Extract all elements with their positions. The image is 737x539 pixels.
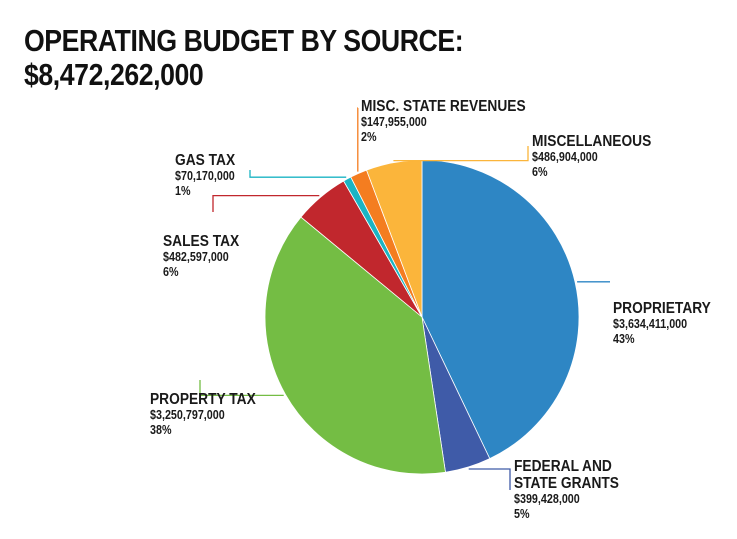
leader-line-sales — [212, 194, 320, 212]
chart-title-line1: OPERATING BUDGET BY SOURCE: — [24, 23, 464, 58]
label-amount: $486,904,000 — [532, 150, 598, 164]
chart-title: OPERATING BUDGET BY SOURCE: $8,472,262,0… — [24, 23, 464, 92]
chart-total: $8,472,262,000 — [24, 57, 204, 92]
leader-line-property — [199, 380, 284, 397]
slice-label-federal: FEDERAL AND STATE GRANTS $399,428,000 5% — [514, 458, 619, 522]
label-name-line2: STATE GRANTS — [514, 475, 619, 492]
slice-label-miscellaneous: MISCELLANEOUS $486,904,000 6% — [532, 133, 651, 180]
label-name: PROPRIETARY — [613, 300, 711, 317]
pie-slice-proprietary — [421, 159, 580, 460]
label-name: MISCELLANEOUS — [532, 133, 652, 150]
label-amount: $3,634,411,000 — [613, 317, 688, 331]
leader-line-misc — [393, 146, 529, 162]
label-percent: 1% — [175, 184, 191, 198]
label-name: GAS TAX — [175, 152, 236, 169]
label-name: FEDERAL AND — [514, 458, 612, 475]
slice-label-sales-tax: SALES TAX $482,597,000 6% — [163, 233, 239, 280]
label-amount: $70,170,000 — [175, 169, 235, 183]
label-percent: 6% — [532, 165, 548, 179]
label-amount: $399,428,000 — [514, 492, 580, 506]
slice-label-misc-state-revenues: MISC. STATE REVENUES $147,955,000 2% — [361, 98, 526, 145]
label-name: MISC. STATE REVENUES — [361, 98, 526, 115]
label-percent: 2% — [361, 130, 377, 144]
label-name: SALES TAX — [163, 233, 240, 250]
leader-line-federal — [468, 468, 511, 490]
label-percent: 6% — [163, 265, 179, 279]
slice-label-gas-tax: GAS TAX $70,170,000 1% — [175, 152, 235, 199]
label-percent: 5% — [514, 507, 530, 521]
leader-line-gas — [249, 170, 347, 178]
pie-slice-property — [264, 216, 446, 475]
slice-label-proprietary: PROPRIETARY $3,634,411,000 43% — [613, 300, 711, 347]
label-percent: 43% — [613, 332, 635, 346]
label-amount: $482,597,000 — [163, 250, 229, 264]
label-percent: 38% — [150, 423, 172, 437]
label-name: PROPERTY TAX — [150, 391, 256, 408]
label-amount: $147,955,000 — [361, 115, 427, 129]
slice-label-property-tax: PROPERTY TAX $3,250,797,000 38% — [150, 391, 256, 438]
label-amount: $3,250,797,000 — [150, 408, 225, 422]
